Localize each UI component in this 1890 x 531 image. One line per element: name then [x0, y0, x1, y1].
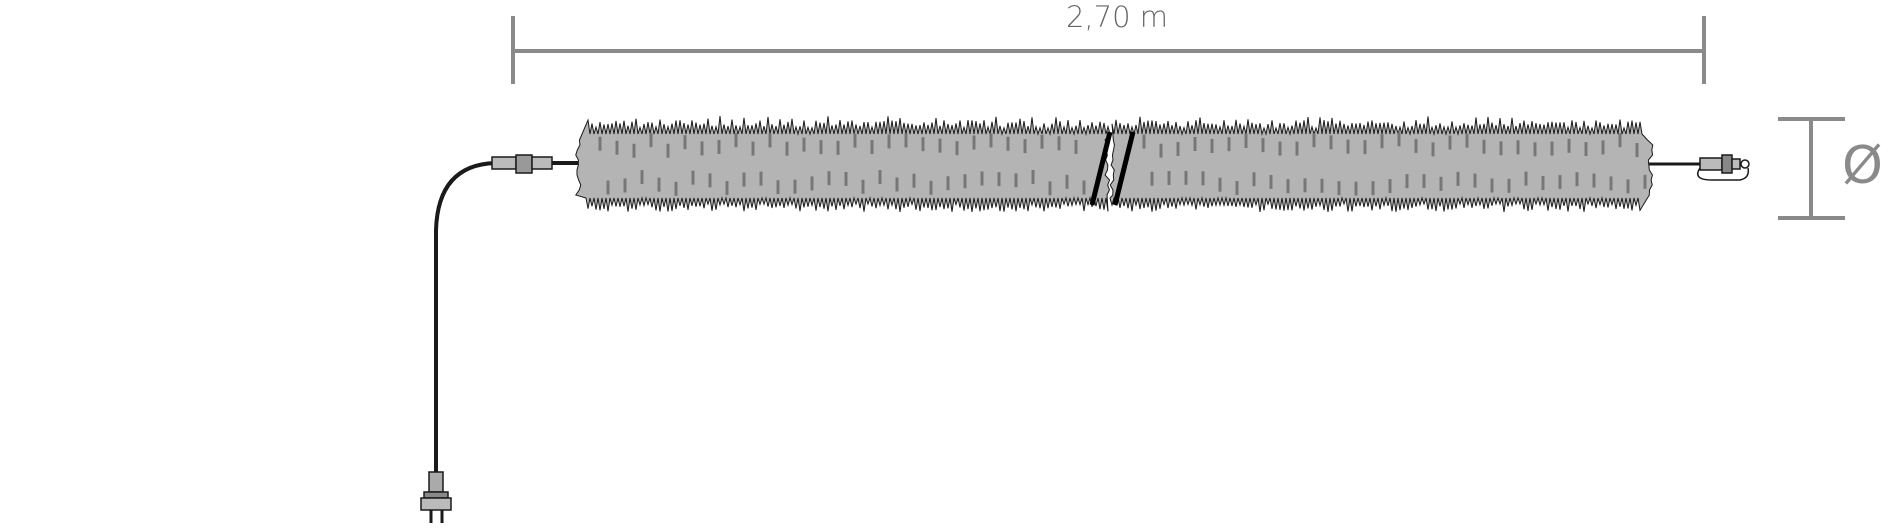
garland-segment	[1109, 116, 1654, 213]
power-cable	[434, 161, 578, 480]
diameter-icon: Ø	[1842, 136, 1883, 196]
connector-icon	[491, 154, 553, 174]
end-cap-icon	[1697, 154, 1750, 181]
length-dimension-label: 2,70 m	[1065, 0, 1169, 34]
bulbs	[598, 132, 1647, 196]
length-break-marker	[1089, 131, 1136, 206]
length-dimension-line	[511, 16, 1706, 84]
garland-segment	[574, 116, 1111, 212]
power-plug-icon	[420, 471, 452, 523]
diameter-dimension-line	[1778, 117, 1845, 220]
